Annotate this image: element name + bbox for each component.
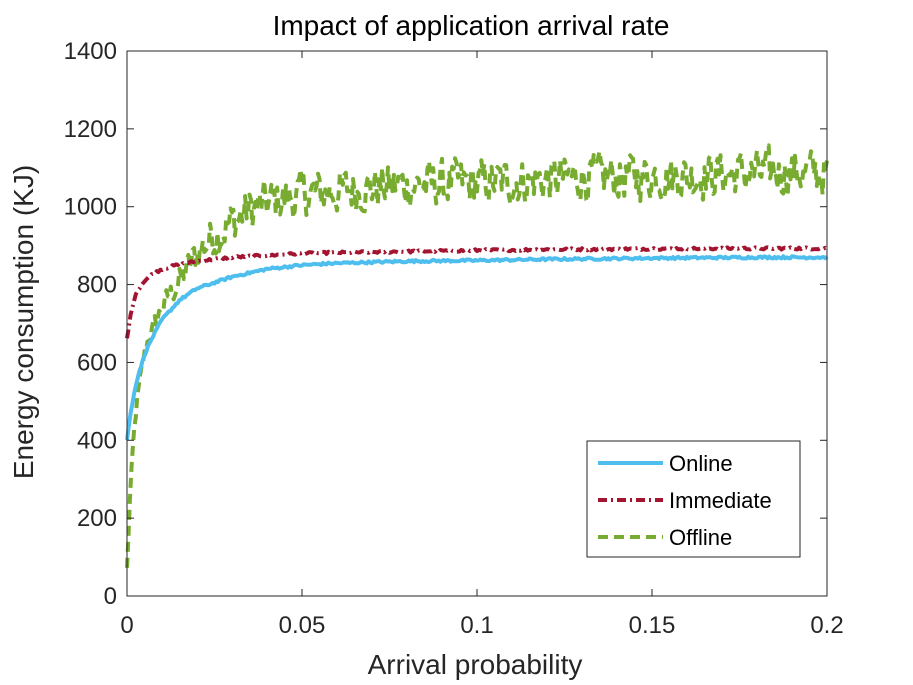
x-tick-label: 0.05: [279, 612, 326, 639]
y-tick-label: 400: [77, 427, 117, 454]
x-tick-label: 0: [120, 612, 133, 639]
x-axis: 0 0.05 0.1 0.15 0.2: [120, 51, 844, 639]
chart-title: Impact of application arrival rate: [273, 10, 670, 41]
y-tick-label: 0: [104, 583, 117, 610]
x-axis-label: Arrival probability: [368, 649, 583, 680]
legend: Online Immediate Offline: [586, 440, 801, 558]
legend-label-offline: Offline: [669, 525, 732, 550]
legend-label-immediate: Immediate: [669, 488, 772, 513]
y-tick-label: 1400: [64, 38, 117, 65]
series-line-online: [125, 254, 829, 441]
x-tick-label: 0.2: [810, 612, 843, 639]
series-line-offline: [125, 143, 829, 568]
y-tick-label: 1000: [64, 194, 117, 221]
y-axis: 0 200 400 600 800 1000 1200 1400: [64, 38, 827, 610]
x-tick-label: 0.15: [629, 612, 676, 639]
series-layer: [125, 143, 829, 568]
y-axis-label: Energy consumption (KJ): [8, 165, 39, 479]
y-tick-label: 1200: [64, 116, 117, 143]
x-tick-label: 0.1: [460, 612, 493, 639]
y-tick-label: 600: [77, 349, 117, 376]
legend-label-online: Online: [669, 451, 733, 476]
y-tick-label: 800: [77, 272, 117, 299]
series-line-immediate: [125, 245, 829, 339]
y-tick-label: 200: [77, 505, 117, 532]
